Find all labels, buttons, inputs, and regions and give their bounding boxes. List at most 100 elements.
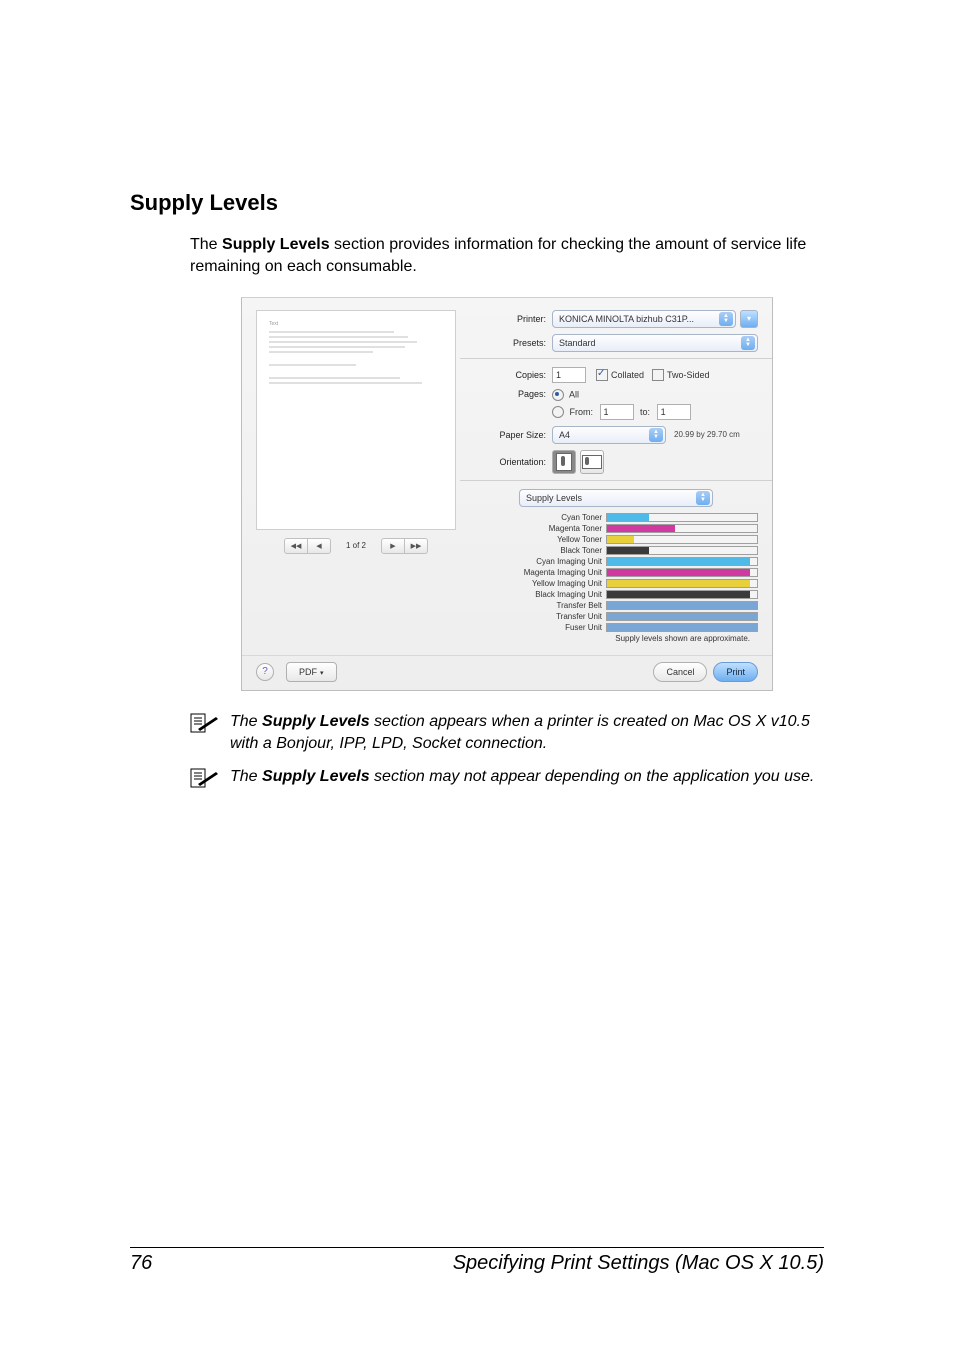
supply-label: Magenta Imaging Unit xyxy=(482,568,606,577)
two-sided-label: Two-Sided xyxy=(667,370,710,380)
orientation-label: Orientation: xyxy=(474,457,552,467)
print-button[interactable]: Print xyxy=(713,662,758,682)
supply-fill xyxy=(607,547,649,554)
paper-size-select[interactable]: A4 ▲▼ xyxy=(552,426,666,444)
preview-page: Text xyxy=(256,310,456,530)
help-button[interactable]: ? xyxy=(256,663,274,681)
intro-paragraph: The Supply Levels section provides infor… xyxy=(190,234,824,279)
nav-last-button[interactable]: ▶▶ xyxy=(405,538,428,554)
approx-note: Supply levels shown are approximate. xyxy=(474,634,758,643)
supply-row: Yellow Toner xyxy=(474,535,758,544)
nav-page-indicator: 1 of 2 xyxy=(331,541,381,550)
supply-fill xyxy=(607,514,649,521)
intro-block: The Supply Levels section provides infor… xyxy=(190,234,824,691)
section-select[interactable]: Supply Levels ▲▼ xyxy=(519,489,713,507)
printer-value: KONICA MINOLTA bizhub C31P... xyxy=(559,314,694,324)
copies-label: Copies: xyxy=(474,370,552,380)
pdf-button[interactable]: PDF xyxy=(286,662,337,682)
printer-select[interactable]: KONICA MINOLTA bizhub C31P... ▲▼ xyxy=(552,310,736,328)
supply-row: Yellow Imaging Unit xyxy=(474,579,758,588)
note-1-text: The Supply Levels section appears when a… xyxy=(230,711,824,756)
supply-row: Transfer Unit xyxy=(474,612,758,621)
supply-row: Black Toner xyxy=(474,546,758,555)
presets-select[interactable]: Standard ▲▼ xyxy=(552,334,758,352)
nav-next-button[interactable]: ▶ xyxy=(381,538,405,554)
supply-fill xyxy=(607,536,634,543)
supply-bar xyxy=(606,546,758,555)
supply-row: Magenta Imaging Unit xyxy=(474,568,758,577)
page-number: 76 xyxy=(130,1252,152,1275)
supply-row: Cyan Toner xyxy=(474,513,758,522)
supply-bar xyxy=(606,601,758,610)
supply-label: Black Imaging Unit xyxy=(482,590,606,599)
supply-fill xyxy=(607,525,675,532)
note-2-text: The Supply Levels section may not appear… xyxy=(230,766,814,795)
supply-label: Yellow Toner xyxy=(482,535,606,544)
supply-bar xyxy=(606,535,758,544)
chevron-updown-icon: ▲▼ xyxy=(719,312,733,326)
landscape-icon xyxy=(582,455,602,469)
supply-fill xyxy=(607,580,750,587)
supply-row: Transfer Belt xyxy=(474,601,758,610)
supply-row: Cyan Imaging Unit xyxy=(474,557,758,566)
footer-title: Specifying Print Settings (Mac OS X 10.5… xyxy=(453,1252,824,1275)
supply-bar xyxy=(606,590,758,599)
collated-checkbox[interactable] xyxy=(596,369,608,381)
pages-all-radio[interactable] xyxy=(552,389,564,401)
supply-bar xyxy=(606,513,758,522)
supply-fill xyxy=(607,558,750,565)
copies-input[interactable]: 1 xyxy=(552,367,586,383)
nav-first-button[interactable]: ◀◀ xyxy=(284,538,308,554)
paper-size-value: A4 xyxy=(559,430,570,440)
printer-label: Printer: xyxy=(474,314,552,324)
supply-bar xyxy=(606,568,758,577)
supply-levels-list: Cyan Toner Magenta Toner Yellow Toner Black… xyxy=(474,513,758,632)
supply-bar xyxy=(606,612,758,621)
supply-row: Fuser Unit xyxy=(474,623,758,632)
supply-fill xyxy=(607,602,757,609)
supply-fill xyxy=(607,591,750,598)
supply-fill xyxy=(607,569,750,576)
pages-from-input[interactable]: 1 xyxy=(600,404,634,420)
printer-status-button[interactable]: ▾ xyxy=(740,310,758,328)
supply-label: Cyan Toner xyxy=(482,513,606,522)
section-select-value: Supply Levels xyxy=(526,493,582,503)
settings-pane: Printer: KONICA MINOLTA bizhub C31P... ▲… xyxy=(474,310,758,643)
note-1: The Supply Levels section appears when a… xyxy=(190,711,824,756)
chevron-updown-icon: ▲▼ xyxy=(696,491,710,505)
paper-dimensions: 20.99 by 29.70 cm xyxy=(674,430,740,439)
intro-pre: The xyxy=(190,236,222,253)
chevron-down-icon xyxy=(317,667,324,677)
note-icon xyxy=(190,713,220,756)
supply-fill xyxy=(607,613,757,620)
supply-label: Magenta Toner xyxy=(482,524,606,533)
supply-label: Transfer Belt xyxy=(482,601,606,610)
pages-to-input[interactable]: 1 xyxy=(657,404,691,420)
note-2: The Supply Levels section may not appear… xyxy=(190,766,824,795)
two-sided-checkbox[interactable] xyxy=(652,369,664,381)
pages-to-label: to: xyxy=(640,407,650,417)
orientation-landscape-button[interactable] xyxy=(580,450,604,474)
pages-label: Pages: xyxy=(474,389,552,399)
supply-label: Cyan Imaging Unit xyxy=(482,557,606,566)
pages-from-label: From: xyxy=(570,407,594,417)
page-footer: 76 Specifying Print Settings (Mac OS X 1… xyxy=(130,1247,824,1275)
document-page: Supply Levels The Supply Levels section … xyxy=(0,0,954,1350)
supply-row: Magenta Toner xyxy=(474,524,758,533)
cancel-button[interactable]: Cancel xyxy=(653,662,707,682)
dialog-footer: ? PDF Cancel Print xyxy=(242,655,772,682)
pages-all-label: All xyxy=(569,389,579,399)
supply-bar xyxy=(606,623,758,632)
portrait-icon xyxy=(556,453,572,471)
preview-pane: Text ◀◀ ◀ 1 xyxy=(256,310,456,643)
collated-label: Collated xyxy=(611,370,644,380)
supply-label: Fuser Unit xyxy=(482,623,606,632)
pages-from-radio[interactable] xyxy=(552,406,564,418)
preview-nav: ◀◀ ◀ 1 of 2 ▶ ▶▶ xyxy=(256,538,456,554)
orientation-portrait-button[interactable] xyxy=(552,450,576,474)
presets-label: Presets: xyxy=(474,338,552,348)
supply-bar xyxy=(606,557,758,566)
nav-prev-button[interactable]: ◀ xyxy=(308,538,331,554)
presets-value: Standard xyxy=(559,338,596,348)
intro-bold: Supply Levels xyxy=(222,236,330,253)
